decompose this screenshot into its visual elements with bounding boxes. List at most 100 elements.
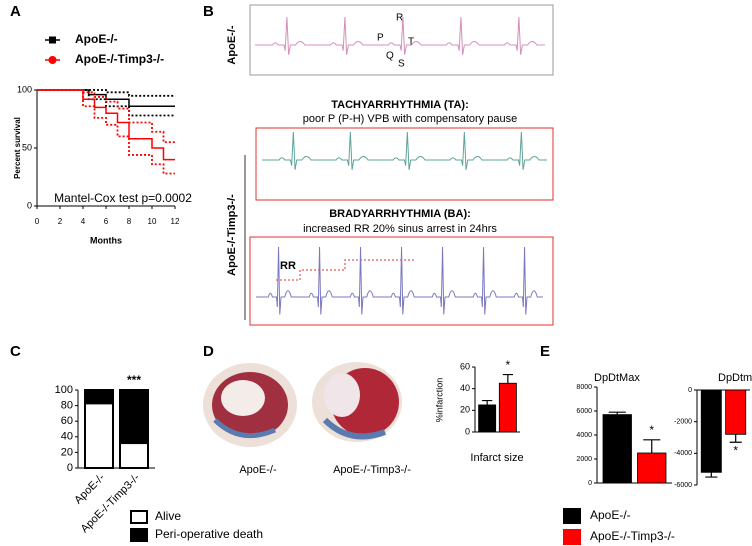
survival-line (37, 89, 175, 161)
bar (478, 404, 497, 433)
error-bar (608, 411, 626, 415)
error-bar (729, 434, 742, 443)
y-tick-label: 60 (460, 361, 470, 371)
panel-letter: B (203, 3, 214, 20)
x-tick-label: ApoE-/- (72, 471, 107, 506)
panel-letter: D (203, 343, 214, 360)
y-tick-label: 60 (61, 415, 73, 427)
x-tick-label: 2 (58, 217, 63, 226)
bar-segment (84, 389, 114, 405)
y-tick-label: 20 (61, 446, 73, 458)
y-axis-label: %infarction (434, 378, 444, 423)
error-bar (502, 373, 513, 384)
legend-label: ApoE-/-Timp3-/- (75, 52, 164, 66)
y-tick-label: -4000 (674, 450, 692, 457)
histology-image (312, 362, 402, 442)
bar (498, 382, 517, 433)
ecg-wave-label: T (408, 37, 414, 48)
x-axis-label: Months (90, 235, 122, 245)
rr-label: RR (280, 260, 296, 272)
ecg-trace (256, 246, 543, 315)
y-tick-label: 0 (688, 387, 692, 394)
annotation: *** (127, 373, 141, 387)
chart-title: DpDtmin (718, 372, 752, 384)
panel-letter: A (10, 3, 21, 20)
histology-image (203, 363, 297, 447)
x-tick-label: 10 (148, 217, 157, 226)
legend-marker (49, 36, 56, 44)
y-tick-label: 0 (67, 462, 73, 474)
ecg-row-label: ApoE-/-Timp3-/- (226, 194, 238, 276)
panel-letter: C (10, 343, 21, 360)
legend-label: ApoE-/- (75, 32, 118, 46)
x-tick-label: 0 (35, 217, 40, 226)
legend-swatch (130, 510, 148, 524)
chart-title: DpDtMax (594, 372, 640, 384)
y-tick-label: -6000 (674, 482, 692, 489)
legend-swatch (563, 508, 581, 524)
y-tick-label: 2000 (576, 456, 592, 463)
confidence-band (37, 89, 175, 144)
annotation: * (506, 358, 511, 372)
y-tick-label: -2000 (674, 419, 692, 426)
y-tick-label: 0 (27, 200, 32, 210)
ecg-wave-label: R (396, 13, 403, 24)
y-tick-label: 40 (460, 383, 470, 393)
legend-label: Peri-operative death (155, 527, 263, 541)
bar (725, 389, 747, 435)
y-tick-label: 100 (55, 384, 73, 396)
error-bar (705, 472, 718, 478)
y-tick-label: 6000 (576, 408, 592, 415)
legend-label: Alive (155, 509, 181, 523)
bar-segment (84, 402, 114, 470)
bar-segment (119, 442, 149, 470)
ecg-wave-label: S (398, 59, 405, 70)
y-tick-label: 8000 (576, 384, 592, 391)
ecg-wave-label: P (377, 33, 384, 44)
survival-line (37, 89, 175, 107)
image-caption: ApoE-/-Timp3-/- (333, 464, 411, 476)
legend-swatch (563, 529, 581, 545)
legend-label: ApoE-/- (590, 508, 631, 522)
y-tick-label: 100 (17, 84, 32, 94)
legend-marker (48, 56, 57, 64)
legend-label: ApoE-/-Timp3-/- (590, 529, 675, 543)
x-axis-label: Infarct size (470, 452, 523, 464)
x-tick-label: 12 (171, 217, 180, 226)
confidence-band (37, 89, 175, 97)
y-axis-label: Percent survival (13, 117, 22, 179)
y-tick-label: 4000 (576, 432, 592, 439)
ecg-trace (262, 131, 547, 170)
panel-letter: E (540, 343, 550, 360)
y-tick-label: 40 (61, 431, 73, 443)
annotation: * (649, 423, 654, 437)
y-tick-label: 0 (465, 426, 470, 436)
x-tick-label: 6 (104, 217, 109, 226)
y-tick-label: 0 (588, 480, 592, 487)
y-tick-label: 50 (22, 142, 32, 152)
ecg-row-label: ApoE-/- (226, 25, 238, 64)
bar-segment (119, 389, 149, 445)
image-caption: ApoE-/- (239, 464, 277, 476)
confidence-band (37, 89, 175, 175)
ecg-heading: BRADYARRHYTHMIA (BA): (329, 208, 471, 220)
x-tick-label: 4 (81, 217, 86, 226)
ecg-trace (255, 16, 545, 55)
ecg-box (255, 127, 554, 201)
y-tick-label: 80 (61, 400, 73, 412)
bar (602, 414, 632, 484)
rr-marker (276, 259, 415, 281)
error-bar (643, 439, 661, 453)
annotation: * (733, 443, 738, 457)
y-tick-label: 20 (460, 405, 470, 415)
ecg-description: poor P (P-H) VPB with compensatory pause (303, 113, 517, 125)
ecg-heading: TACHYARRHYTHMIA (TA): (331, 99, 468, 111)
legend-swatch (130, 528, 148, 542)
ecg-description: increased RR 20% sinus arrest in 24hrs (303, 223, 497, 235)
annotation: Mantel-Cox test p=0.0002 (54, 191, 192, 205)
ecg-wave-label: Q (386, 51, 394, 62)
bar (700, 389, 722, 473)
x-tick-label: 8 (127, 217, 132, 226)
error-bar (482, 399, 493, 405)
